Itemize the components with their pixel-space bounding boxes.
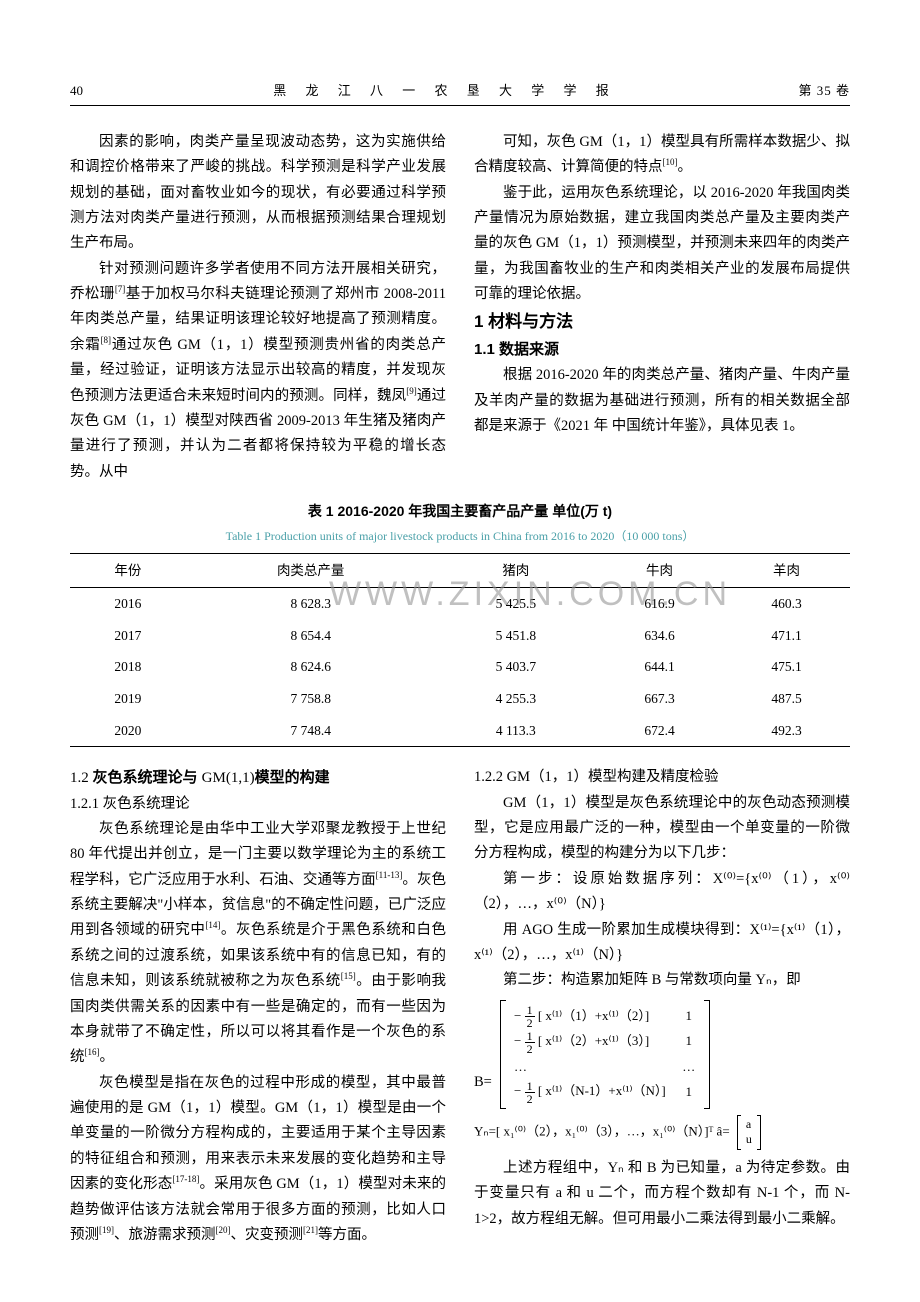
s122-last: 上述方程组中，Yₙ 和 B 为已知量，a 为待定参数。由于变量只有 a 和 u … bbox=[474, 1156, 850, 1232]
top-section: 因素的影响，肉类产量呈现波动态势，这为实施供给和调控价格带来了严峻的挑战。科学预… bbox=[70, 130, 850, 485]
table-cell: 5 403.7 bbox=[436, 651, 596, 683]
citation: [11-13] bbox=[376, 870, 403, 880]
table-1: 表 1 2016-2020 年我国主要畜产品产量 单位(万 t) Table 1… bbox=[70, 499, 850, 747]
table-cell: 487.5 bbox=[723, 683, 850, 715]
page-header: 40 黑 龙 江 八 一 农 垦 大 学 学 报 第 35 卷 bbox=[70, 80, 850, 106]
table-header: 猪肉 bbox=[436, 553, 596, 588]
matrix-cell: 1 bbox=[682, 1029, 696, 1054]
table-cell: 8 654.4 bbox=[186, 620, 436, 652]
bottom-section: 1.2 灰色系统理论与 GM(1,1)模型的构建 1.2.1 灰色系统理论 灰色… bbox=[70, 765, 850, 1248]
table-cell: 8 624.6 bbox=[186, 651, 436, 683]
section-1-2-heading: 1.2 灰色系统理论与 GM(1,1)模型的构建 bbox=[70, 765, 446, 791]
s122-p1: GM（1，1）模型是灰色系统理论中的灰色动态预测模型，它是应用最广泛的一种，模型… bbox=[474, 791, 850, 867]
citation: [21] bbox=[303, 1225, 318, 1235]
table-cell: 4 255.3 bbox=[436, 683, 596, 715]
section-1-heading: 1 材料与方法 bbox=[474, 307, 850, 337]
a-hat-vector: a u bbox=[737, 1115, 761, 1150]
matrix-cell: … bbox=[514, 1055, 666, 1080]
citation: [8] bbox=[101, 335, 112, 345]
table-cell: 644.1 bbox=[596, 651, 723, 683]
citation: [20] bbox=[216, 1225, 231, 1235]
top-right-p2: 鉴于此，运用灰色系统理论，以 2016-2020 年我国肉类产量情况为原始数据，… bbox=[474, 181, 850, 308]
table-cell: 460.3 bbox=[723, 588, 850, 620]
matrix-cell: … bbox=[682, 1055, 696, 1080]
matrix-cell: − 12 [ x⁽¹⁾（N-1）+x⁽¹⁾（N）] bbox=[514, 1079, 666, 1105]
s121-p1: 灰色系统理论是由华中工业大学邓聚龙教授于上世纪 80 年代提出并创立，是一门主要… bbox=[70, 817, 446, 1071]
page-number: 40 bbox=[70, 80, 130, 103]
table-caption-cn: 表 1 2016-2020 年我国主要畜产品产量 单位(万 t) bbox=[70, 499, 850, 524]
table-cell: 672.4 bbox=[596, 715, 723, 747]
citation: [16] bbox=[85, 1047, 100, 1057]
table-header: 羊肉 bbox=[723, 553, 850, 588]
section-1-1-body: 根据 2016-2020 年的肉类总产量、猪肉产量、牛肉产量及羊肉产量的数据为基… bbox=[474, 363, 850, 439]
table-cell: 634.6 bbox=[596, 620, 723, 652]
s121-p2: 灰色模型是指在灰色的过程中形成的模型，其中最普遍使用的是 GM（1，1）模型。G… bbox=[70, 1071, 446, 1249]
section-1-2-1-heading: 1.2.1 灰色系统理论 bbox=[70, 792, 446, 817]
table-cell: 471.1 bbox=[723, 620, 850, 652]
matrix-cell: − 12 [ x⁽¹⁾（1）+x⁽¹⁾（2）] bbox=[514, 1004, 666, 1030]
table-header: 年份 bbox=[70, 553, 186, 588]
table-cell: 2016 bbox=[70, 588, 186, 620]
table-cell: 5 425.5 bbox=[436, 588, 596, 620]
table-row: 20197 758.84 255.3667.3487.5 bbox=[70, 683, 850, 715]
table-cell: 2017 bbox=[70, 620, 186, 652]
citation: [19] bbox=[99, 1225, 114, 1235]
citation: [15] bbox=[341, 971, 356, 981]
table-cell: 7 748.4 bbox=[186, 715, 436, 747]
table-cell: 2019 bbox=[70, 683, 186, 715]
data-table: 年份肉类总产量猪肉牛肉羊肉 20168 628.35 425.5616.9460… bbox=[70, 553, 850, 748]
table-row: 20207 748.44 113.3672.4492.3 bbox=[70, 715, 850, 747]
section-1-2-2-heading: 1.2.2 GM（1，1）模型构建及精度检验 bbox=[474, 765, 850, 790]
table-cell: 492.3 bbox=[723, 715, 850, 747]
table-row: 20168 628.35 425.5616.9460.3 bbox=[70, 588, 850, 620]
top-right-p1: 可知，灰色 GM（1，1）模型具有所需样本数据少、拟合精度较高、计算简便的特点[… bbox=[474, 130, 850, 181]
table-row: 20188 624.65 403.7644.1475.1 bbox=[70, 651, 850, 683]
s122-ago: 用 AGO 生成一阶累加生成模块得到：X⁽¹⁾={x⁽¹⁾（1），x⁽¹⁾（2）… bbox=[474, 918, 850, 969]
journal-title: 黑 龙 江 八 一 农 垦 大 学 学 报 bbox=[130, 80, 760, 103]
top-left-p2: 针对预测问题许多学者使用不同方法开展相关研究，乔松珊[7]基于加权马尔科夫链理论… bbox=[70, 257, 446, 485]
matrix-b: B= − 12 [ x⁽¹⁾（1）+x⁽¹⁾（2）]− 12 [ x⁽¹⁾（2）… bbox=[474, 1000, 850, 1109]
citation: [9] bbox=[406, 386, 417, 396]
citation: [14] bbox=[205, 921, 220, 931]
table-cell: 2018 bbox=[70, 651, 186, 683]
table-caption-en: Table 1 Production units of major livest… bbox=[70, 526, 850, 547]
table-cell: 2020 bbox=[70, 715, 186, 747]
matrix-cell: 1 bbox=[682, 1004, 696, 1029]
volume-label: 第 35 卷 bbox=[760, 80, 850, 103]
section-1-1-heading: 1.1 数据来源 bbox=[474, 337, 850, 363]
citation: [10] bbox=[663, 157, 678, 167]
table-cell: 5 451.8 bbox=[436, 620, 596, 652]
table-cell: 475.1 bbox=[723, 651, 850, 683]
table-row: 20178 654.45 451.8634.6471.1 bbox=[70, 620, 850, 652]
table-cell: 4 113.3 bbox=[436, 715, 596, 747]
s122-step1: 第一步：设原始数据序列：X⁽⁰⁾={x⁽⁰⁾（1），x⁽⁰⁾（2），…，x⁽⁰⁾… bbox=[474, 867, 850, 918]
citation: [7] bbox=[115, 284, 126, 294]
table-cell: 616.9 bbox=[596, 588, 723, 620]
table-cell: 667.3 bbox=[596, 683, 723, 715]
s122-step2: 第二步：构造累加矩阵 B 与常数项向量 Yₙ，即 bbox=[474, 968, 850, 993]
yn-line: Yₙ=[ x₁⁽⁰⁾（2），x₁⁽⁰⁾（3），…，x₁⁽⁰⁾（N）]ᵀ â= a… bbox=[474, 1115, 850, 1150]
matrix-cell: 1 bbox=[682, 1080, 696, 1105]
table-header: 牛肉 bbox=[596, 553, 723, 588]
table-header: 肉类总产量 bbox=[186, 553, 436, 588]
citation: [17-18] bbox=[172, 1174, 199, 1184]
top-left-p1: 因素的影响，肉类产量呈现波动态势，这为实施供给和调控价格带来了严峻的挑战。科学预… bbox=[70, 130, 446, 257]
matrix-cell: − 12 [ x⁽¹⁾（2）+x⁽¹⁾（3）] bbox=[514, 1029, 666, 1055]
table-cell: 7 758.8 bbox=[186, 683, 436, 715]
table-cell: 8 628.3 bbox=[186, 588, 436, 620]
